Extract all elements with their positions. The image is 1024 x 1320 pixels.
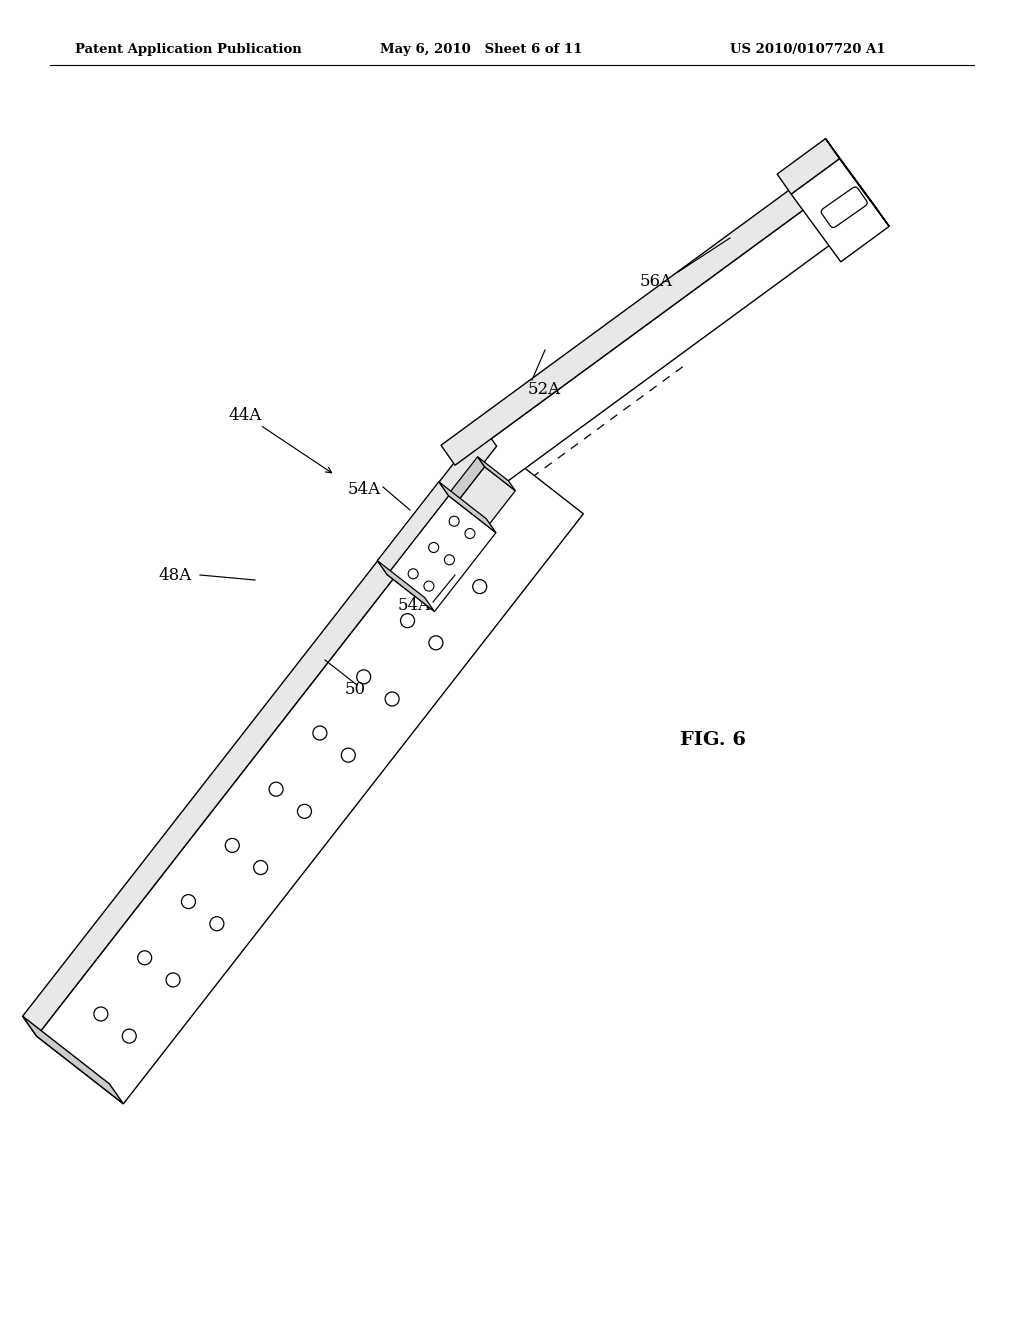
Text: Patent Application Publication: Patent Application Publication xyxy=(75,44,302,57)
Polygon shape xyxy=(434,457,484,521)
Text: 52A: 52A xyxy=(528,381,561,399)
Text: FIG. 6: FIG. 6 xyxy=(680,731,746,748)
Polygon shape xyxy=(477,457,515,491)
Polygon shape xyxy=(825,139,889,226)
Polygon shape xyxy=(23,426,497,1036)
Text: 50: 50 xyxy=(345,681,367,698)
Text: 48A: 48A xyxy=(158,566,191,583)
Polygon shape xyxy=(378,561,434,611)
Text: May 6, 2010   Sheet 6 of 11: May 6, 2010 Sheet 6 of 11 xyxy=(380,44,583,57)
Polygon shape xyxy=(439,482,496,533)
Text: 44A: 44A xyxy=(228,407,261,424)
Polygon shape xyxy=(777,139,840,194)
Polygon shape xyxy=(387,496,496,611)
Text: 56A: 56A xyxy=(640,273,673,290)
Text: 54A: 54A xyxy=(348,482,381,499)
Polygon shape xyxy=(792,158,889,261)
Polygon shape xyxy=(37,446,584,1104)
Polygon shape xyxy=(434,512,472,546)
Polygon shape xyxy=(441,467,515,546)
Polygon shape xyxy=(378,482,449,574)
Polygon shape xyxy=(455,207,833,500)
Text: US 2010/0107720 A1: US 2010/0107720 A1 xyxy=(730,44,886,57)
Text: 54A: 54A xyxy=(398,597,431,614)
FancyBboxPatch shape xyxy=(821,187,867,227)
Polygon shape xyxy=(441,187,807,465)
Polygon shape xyxy=(23,1016,123,1104)
